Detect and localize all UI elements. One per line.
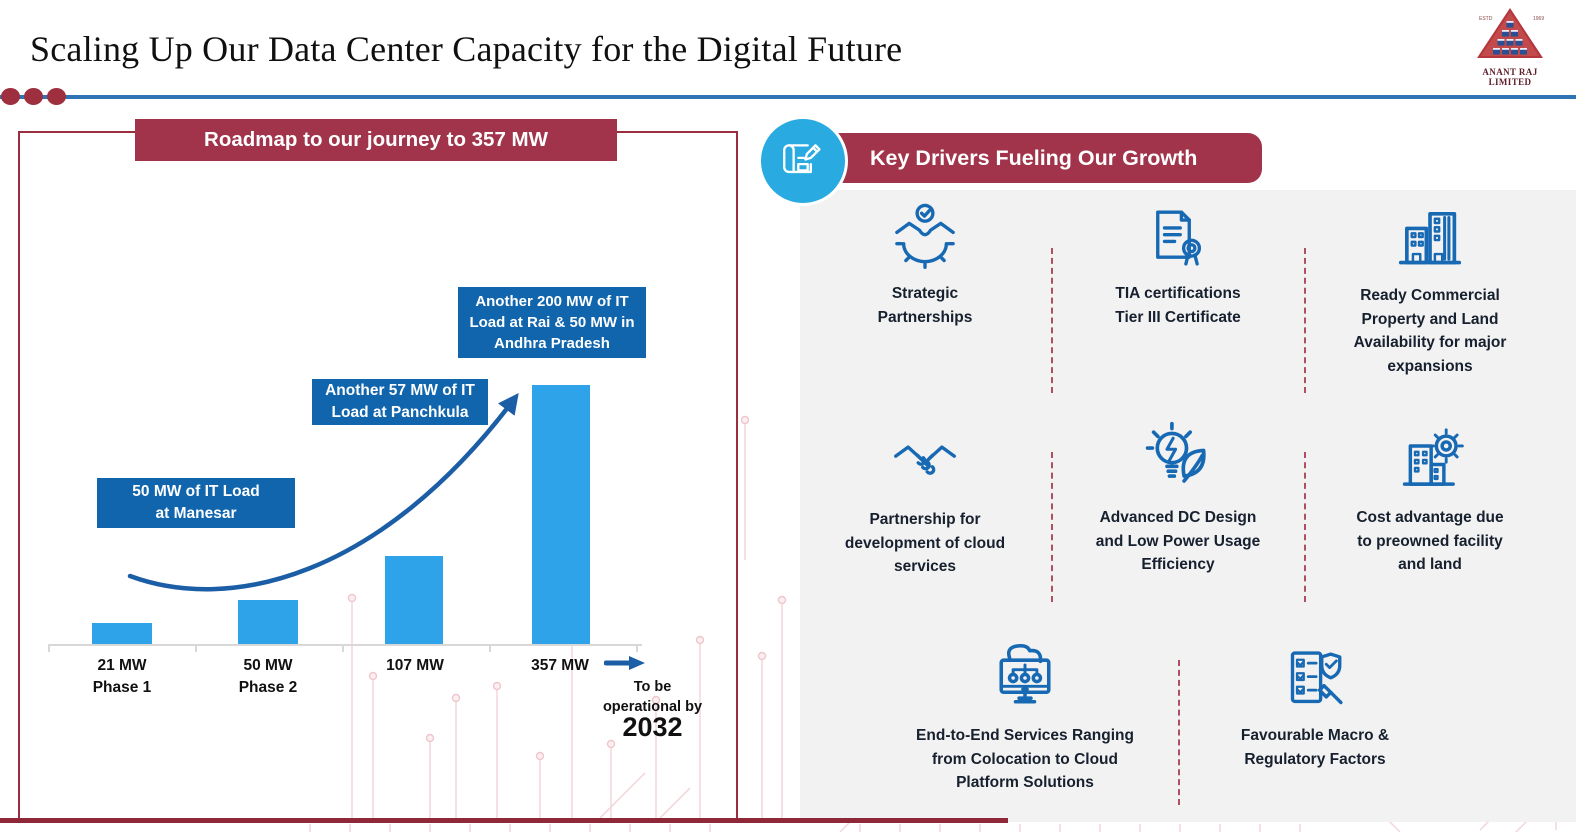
bar-50mw (238, 600, 298, 644)
handshake-gear-check-icon (895, 203, 955, 269)
driver-label: Favourable Macro & Regulatory Factors (1240, 727, 1390, 768)
axis-tick (48, 646, 50, 652)
bar-label-50mw: 50 MW Phase 2 (238, 657, 298, 697)
callout-panchkula: Another 57 MW of IT Load at Panchkula (312, 379, 488, 425)
driver-advanced-dc-design: Advanced DC Design and Low Power Usage E… (1068, 420, 1288, 577)
driver-ready-property: Ready Commercial Property and Land Avail… (1320, 198, 1540, 378)
bar-21mw (92, 623, 152, 644)
axis-tick (195, 646, 197, 652)
callout-rai-andhra: Another 200 MW of IT Load at Rai & 50 MW… (458, 287, 646, 358)
driver-label: Strategic Partnerships (877, 285, 973, 326)
callout-manesar: 50 MW of IT Load at Manesar (97, 478, 295, 528)
operational-year: 2032 (622, 712, 683, 742)
driver-tia-certifications: TIA certifications Tier III Certificate (1068, 202, 1288, 329)
rule-dot (1, 88, 20, 105)
bottom-rule (0, 818, 1008, 823)
driver-end-to-end-services: End-to-End Services Ranging from Colocat… (870, 640, 1180, 795)
handshake-icon (894, 445, 956, 475)
driver-label: Cost advantage due to preowned facility … (1356, 509, 1504, 574)
divider (1304, 452, 1306, 602)
checklist-shield-icon (1290, 651, 1343, 705)
x-axis (48, 644, 642, 646)
buildings-icon (1398, 212, 1462, 265)
roadmap-header: Roadmap to our journey to 357 MW (135, 119, 617, 161)
monitor-cloud-icon (999, 643, 1051, 704)
driver-label: TIA certifications Tier III Certificate (1115, 285, 1241, 326)
driver-cloud-partnership: Partnership for development of cloud ser… (815, 428, 1035, 579)
bar-label-21mw: 21 MW Phase 1 (92, 657, 152, 697)
key-drivers-badge (758, 116, 848, 206)
driver-label: Ready Commercial Property and Land Avail… (1353, 287, 1507, 375)
driver-label: Partnership for development of cloud ser… (844, 511, 1006, 576)
driver-favourable-macro: Favourable Macro & Regulatory Factors (1200, 644, 1430, 771)
driver-strategic-partnerships: Strategic Partnerships (815, 202, 1035, 329)
blueprint-pencil-icon (783, 144, 821, 174)
building-gear-icon (1402, 428, 1464, 486)
rule-dot (24, 88, 43, 105)
page-title: Scaling Up Our Data Center Capacity for … (30, 29, 903, 69)
driver-label: End-to-End Services Ranging from Colocat… (916, 727, 1134, 792)
bar-label-107mw: 107 MW (386, 657, 444, 674)
certificate-icon (1156, 210, 1202, 266)
title-underline (0, 95, 1576, 99)
logo-company-name: ANANT RAJ LIMITED (1482, 67, 1538, 87)
bar-107mw (385, 556, 443, 644)
bar-357mw (532, 385, 590, 644)
bulb-leaf-icon (1145, 421, 1206, 483)
svg-text:1969: 1969 (1533, 16, 1544, 22)
axis-tick (342, 646, 344, 652)
company-logo: ESTD 1969 ANANT RAJ LIMITED (1462, 6, 1558, 88)
divider (1051, 248, 1053, 393)
axis-tick (636, 646, 638, 652)
logo-triangle-icon: ESTD 1969 (1477, 8, 1544, 58)
bar-label-357mw: 357 MW (531, 657, 589, 674)
driver-cost-advantage: Cost advantage due to preowned facility … (1320, 424, 1540, 577)
key-drivers-header: Key Drivers Fueling Our Growth (800, 133, 1262, 183)
divider (1051, 452, 1053, 602)
svg-text:ESTD: ESTD (1479, 16, 1493, 22)
rule-dot (47, 88, 66, 105)
axis-tick (489, 646, 491, 652)
driver-label: Advanced DC Design and Low Power Usage E… (1095, 509, 1261, 574)
divider (1304, 248, 1306, 393)
right-arrow-icon (604, 656, 645, 670)
